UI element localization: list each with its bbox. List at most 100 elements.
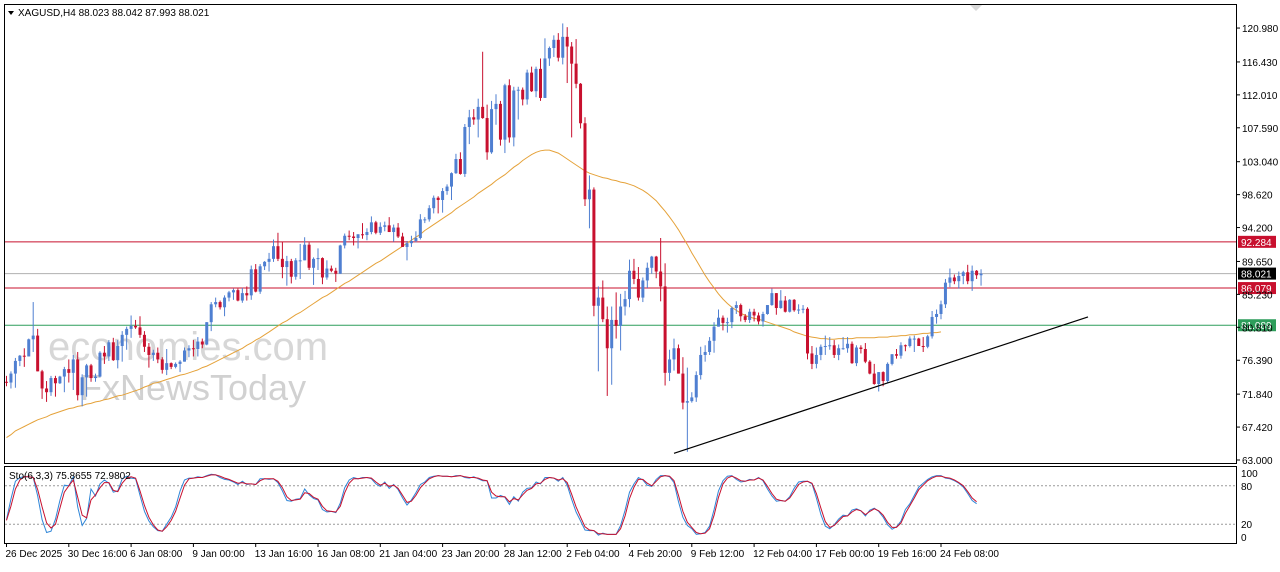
- time-tick-label: 16 Jan 08:00: [317, 549, 375, 560]
- candle-body: [521, 89, 525, 100]
- candle-body: [806, 308, 809, 354]
- candle-body: [623, 299, 627, 307]
- candle-body: [645, 267, 649, 281]
- symbol-dropdown-icon[interactable]: [8, 11, 14, 15]
- candle-body: [681, 373, 685, 403]
- candle-body: [503, 85, 507, 140]
- candle-body: [579, 83, 583, 124]
- candle-body: [436, 197, 440, 200]
- level-badge-label: 81.089: [1241, 321, 1272, 332]
- candle-body: [659, 271, 663, 287]
- candle-body: [58, 376, 62, 384]
- candle-body: [739, 305, 743, 317]
- candle-body: [970, 270, 974, 282]
- price-axis[interactable]: 120.980 116.430 112.010 107.590 103.040 98.62…: [1236, 24, 1279, 467]
- candle-body: [868, 361, 872, 374]
- candle-body: [512, 90, 516, 138]
- price-tick-label: 120.980: [1242, 24, 1279, 35]
- candle-body: [414, 237, 418, 241]
- candle-body: [129, 325, 133, 329]
- time-tick-label: 30 Dec 16:00: [68, 549, 128, 560]
- candle-body: [280, 258, 284, 268]
- candle-body: [859, 347, 863, 349]
- main-pane-frame: [4, 4, 1237, 464]
- candle-body: [98, 352, 102, 377]
- watermark-fxnewstoday: FxNewsToday: [80, 367, 306, 408]
- candle-body: [445, 186, 449, 192]
- candle-body: [525, 72, 529, 100]
- horizontal-levels[interactable]: 92.284 88.021 86.079 81.089: [5, 235, 1276, 332]
- candle-body: [36, 335, 40, 372]
- candle-body: [605, 319, 609, 349]
- candle-body: [418, 219, 422, 238]
- candle-body: [668, 359, 672, 373]
- candle-body: [943, 282, 947, 305]
- time-tick-label: 24 Feb 08:00: [940, 549, 999, 560]
- candle-body: [80, 377, 84, 396]
- price-tick-label: 112.010: [1242, 91, 1278, 102]
- candle-body: [552, 39, 556, 49]
- price-tick-label: 67.420: [1242, 423, 1273, 434]
- candle-body: [743, 316, 747, 320]
- trendline-layer[interactable]: [673, 316, 1089, 454]
- candle-body: [895, 354, 898, 356]
- time-tick-label: 28 Jan 12:00: [504, 549, 562, 560]
- candle-body: [405, 243, 409, 247]
- candle-body: [369, 222, 373, 233]
- candle-body: [249, 269, 253, 296]
- chart-shift-marker-icon[interactable]: [970, 5, 982, 11]
- candle-body: [343, 235, 347, 246]
- candle-body: [507, 85, 511, 138]
- candle-body: [543, 58, 547, 98]
- candle-body: [961, 272, 965, 276]
- time-axis[interactable]: 26 Dec 2025 30 Dec 16:00 6 Jan 08:00 9 Jan …: [6, 543, 1000, 560]
- candle-body: [761, 313, 765, 322]
- candle-body: [792, 299, 796, 311]
- candle-body: [908, 338, 912, 347]
- price-tick-label: 85.230: [1242, 290, 1273, 301]
- candle-body: [214, 302, 218, 305]
- time-tick-label: 4 Feb 20:00: [629, 549, 683, 560]
- candle-body: [272, 246, 275, 259]
- price-tick-label: 94.200: [1242, 224, 1273, 235]
- candle-body: [338, 245, 342, 274]
- candle-body: [823, 346, 827, 348]
- candle-body: [467, 117, 471, 127]
- candle-body: [200, 341, 204, 345]
- candle-body: [921, 346, 925, 348]
- stochastic-pane-frame: [4, 466, 1237, 544]
- candle-body: [912, 338, 916, 340]
- candle-body: [138, 327, 142, 335]
- candle-body: [854, 347, 858, 364]
- candle-body: [481, 106, 485, 119]
- stochastic-main-line: [6, 473, 977, 536]
- candle-body: [18, 355, 22, 361]
- candle-body: [427, 208, 431, 220]
- candle-body: [534, 68, 538, 92]
- candle-body: [298, 260, 302, 262]
- candle-body: [596, 297, 600, 306]
- trendline[interactable]: [673, 316, 1089, 454]
- candle-body: [378, 226, 382, 233]
- candle-body: [156, 352, 160, 360]
- candle-body: [9, 373, 13, 383]
- time-tick-label: 9 Feb 12:00: [691, 549, 745, 560]
- candle-body: [703, 351, 707, 355]
- stochastic-signal-line: [6, 474, 977, 535]
- candle-body: [49, 378, 53, 393]
- candle-body: [454, 159, 458, 174]
- candle-body: [258, 266, 262, 292]
- candle-body: [890, 354, 894, 364]
- time-tick-label: 26 Dec 2025: [6, 549, 63, 560]
- candle-body: [231, 290, 235, 293]
- candle-body: [472, 117, 476, 120]
- candle-body: [205, 322, 209, 345]
- candle-body: [917, 338, 921, 347]
- candle-body: [712, 326, 716, 341]
- candle-body: [120, 334, 124, 347]
- stochastic-axis: 100 80 20 0: [1241, 469, 1258, 544]
- candle-body: [196, 341, 200, 349]
- candle-body: [316, 258, 320, 260]
